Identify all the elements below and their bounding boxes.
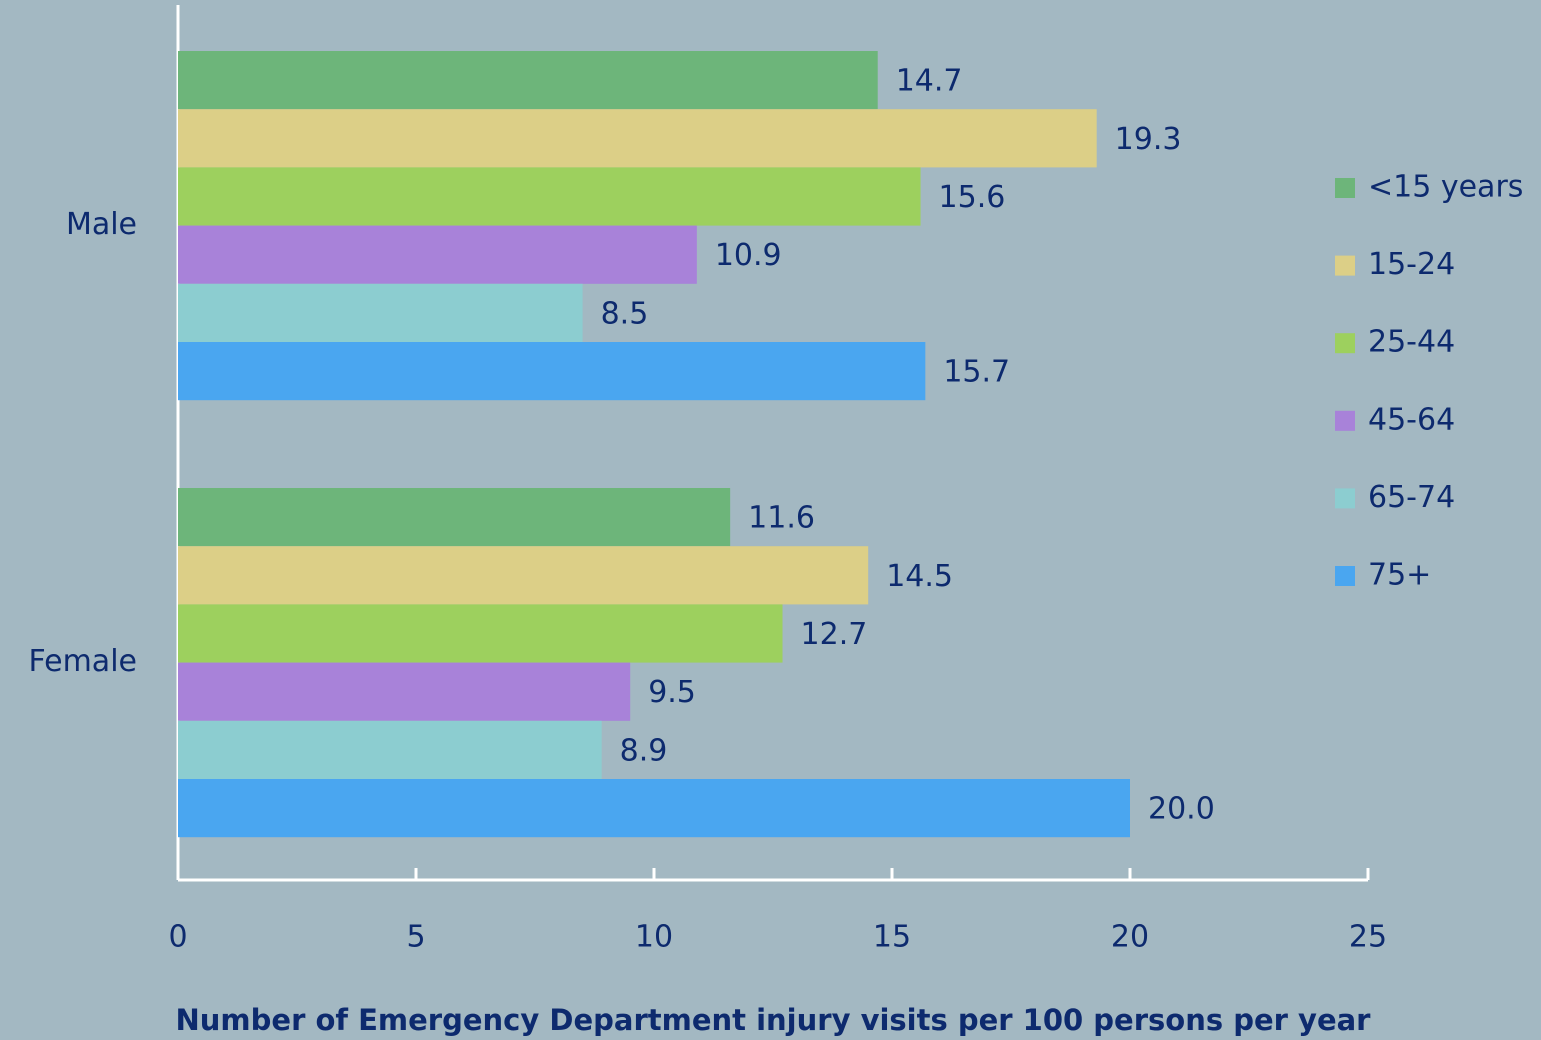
legend-swatch [1335,566,1355,586]
legend-label: 75+ [1368,558,1431,593]
bar [178,662,631,721]
x-tick-label: 0 [168,920,187,955]
data-label: 15.6 [939,180,1006,215]
bar [178,225,697,284]
legend-swatch [1335,178,1355,198]
x-tick-label: 20 [1111,920,1149,955]
data-label: 12.7 [801,617,868,652]
bar [178,720,602,779]
y-tick-label: Female [29,644,137,679]
data-label: 8.5 [601,296,649,331]
legend-swatch [1335,255,1355,276]
bar [178,546,869,605]
data-label: 14.5 [886,559,953,594]
legend-swatch [1335,410,1355,431]
legend-label: <15 years [1368,170,1523,205]
data-label: 14.7 [896,64,963,99]
data-label: 10.9 [715,238,782,273]
bar [178,51,878,110]
bar [178,109,1097,168]
data-label: 20.0 [1148,792,1215,827]
bar [178,604,783,663]
x-axis-title: Number of Emergency Department injury vi… [176,1003,1372,1037]
legend-label: 15-24 [1368,247,1455,282]
legend-swatch [1335,488,1355,509]
bar [178,342,926,401]
bar [178,167,921,226]
bar [178,779,1130,838]
data-label: 9.5 [648,675,696,710]
x-tick-label: 25 [1349,920,1387,955]
data-label: 11.6 [748,501,815,536]
x-tick-label: 5 [406,920,425,955]
data-label: 19.3 [1115,122,1182,157]
data-label: 8.9 [620,733,668,768]
legend-label: 65-74 [1368,480,1455,515]
x-tick-label: 10 [635,920,673,955]
legend-label: 25-44 [1368,325,1455,360]
bar [178,283,583,342]
data-label: 15.7 [943,355,1010,390]
legend-label: 45-64 [1368,402,1455,437]
bar [178,488,731,547]
legend-swatch [1335,333,1355,354]
y-tick-label: Male [66,207,137,242]
x-tick-label: 15 [873,920,911,955]
